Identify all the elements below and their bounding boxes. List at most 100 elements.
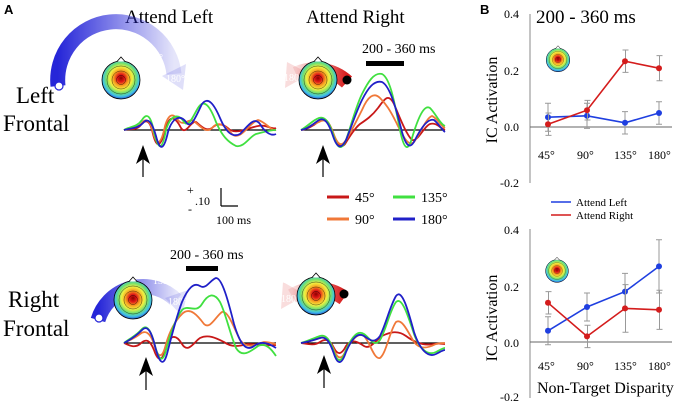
legend-label-attend-left: Attend Left [576, 197, 627, 209]
angle-label-135-r: 135° [285, 54, 304, 65]
angle-label-45-b: 45° [84, 276, 98, 287]
window-bar-bottom [186, 266, 218, 271]
row-label-frontal-2: Frontal [3, 316, 69, 341]
angle-label-90-r: 90° [307, 42, 321, 53]
erp-trace-180 [123, 277, 277, 363]
x-tick-label: 45° [538, 359, 555, 373]
erp-trace-180 [300, 293, 446, 363]
legend-label-attend-right: Attend Right [576, 210, 633, 222]
angle-label-45: 45° [73, 53, 87, 64]
erp-waveforms-top-left [123, 99, 277, 148]
angle-label-135: 135° [144, 53, 163, 64]
x-axis-title: Non-Target Disparity [537, 380, 674, 397]
row-label-frontal: Frontal [3, 111, 69, 136]
erp-waveforms-bottom-left [123, 277, 277, 363]
angle-label-180-b: 180° [168, 297, 187, 308]
y-tick-label: 0.0 [504, 120, 519, 134]
x-tick-label: 180° [648, 359, 671, 373]
data-point-attend-left [584, 304, 590, 310]
angle-label-135-b: 135° [153, 276, 172, 287]
data-point-attend-right [545, 121, 551, 128]
chart-b-legend: Attend Left Attend Right [551, 197, 633, 222]
data-point-attend-right [656, 65, 662, 72]
column-title-attend-right: Attend Right [306, 7, 405, 28]
attend-left-arc-top: 90° 135° 45° 180° [50, 14, 186, 91]
series-line-attend-right [547, 302, 660, 338]
stimulus-arrow [317, 355, 331, 388]
ic-activation-chart-top: 0.4 0.2 0.0 -0.2 45° 90° 135° 180° IC Ac… [484, 7, 672, 190]
y-tick-label: -0.2 [500, 176, 519, 190]
erp-legend: 45° 135° 90° 180° [327, 191, 448, 228]
angle-label-180-r: 180° [284, 73, 303, 84]
stimulus-arrow [139, 357, 153, 390]
angle-label-180: 180° [166, 74, 185, 85]
data-point-attend-right [656, 306, 662, 313]
data-point-attend-right [584, 107, 590, 114]
scale-minus: - [188, 202, 192, 216]
angle-label-90: 90° [107, 43, 121, 54]
window-bar-top [366, 61, 404, 66]
x-tick-label: 180° [648, 148, 671, 162]
erp-trace-135 [300, 72, 446, 148]
erp-legend-label-90: 90° [355, 213, 375, 228]
erp-legend-label-45: 45° [355, 191, 375, 206]
angle-label-135-br: 135° [282, 275, 301, 286]
data-point-attend-right [622, 305, 628, 312]
erp-legend-label-135: 135° [421, 191, 448, 206]
scalp-map-head [545, 256, 569, 283]
row-label-left: Left [16, 83, 55, 108]
data-point-attend-left [622, 119, 628, 126]
scale-time: 100 ms [216, 213, 251, 227]
scalp-map-head [101, 56, 141, 100]
angle-label-90-b: 90° [118, 266, 132, 277]
data-point-attend-left [656, 263, 662, 270]
y-tick-label: 0.0 [504, 336, 519, 350]
scale-bar: + - .10 100 ms [187, 183, 251, 227]
angle-label-180-br: 180° [281, 294, 300, 305]
data-point-attend-left [656, 110, 662, 116]
scale-amplitude: .10 [195, 194, 210, 208]
scale-plus: + [187, 183, 194, 197]
angle-label-90-br: 90° [304, 263, 318, 274]
erp-waveforms-bottom-right [300, 293, 446, 363]
angle-label-45-r: 45° [327, 54, 341, 65]
y-tick-label: 0.2 [504, 64, 519, 78]
erp-trace-45 [300, 97, 446, 147]
chart-b-title: 200 - 360 ms [536, 7, 636, 28]
data-point-attend-right [545, 299, 551, 306]
y-axis-title: IC Activation [484, 57, 501, 144]
erp-trace-180 [123, 99, 277, 148]
angle-label-45-br: 45° [322, 275, 336, 286]
window-label-bottom: 200 - 360 ms [170, 248, 244, 263]
ic-activation-chart-bottom: 0.4 0.2 0.0 -0.2 45° 90° 135° 180° IC Ac… [484, 223, 674, 404]
scalp-map-head [545, 45, 571, 73]
row-label-right: Right [8, 287, 60, 312]
erp-legend-label-180: 180° [421, 213, 448, 228]
y-tick-label: 0.4 [504, 7, 519, 21]
y-axis-title: IC Activation [484, 275, 501, 362]
y-tick-label: 0.4 [504, 223, 519, 237]
y-tick-label: -0.2 [500, 390, 519, 404]
y-tick-label: 0.2 [504, 280, 519, 294]
erp-trace-90 [123, 114, 277, 143]
stimulus-arrow [316, 145, 330, 177]
erp-trace-180 [300, 80, 446, 148]
data-point-attend-right [622, 58, 628, 65]
x-tick-label: 135° [614, 359, 637, 373]
erp-trace-135 [123, 102, 277, 148]
x-tick-label: 90° [577, 148, 594, 162]
erp-waveforms-top-right [300, 72, 446, 148]
erp-trace-45 [300, 331, 446, 354]
panel-letter-b: B [480, 2, 489, 17]
x-tick-label: 90° [577, 359, 594, 373]
panel-letter-a: A [4, 2, 14, 17]
window-label-top: 200 - 360 ms [362, 42, 436, 57]
stimulus-arrow [136, 145, 150, 177]
series-line-attend-right [547, 60, 660, 125]
data-point-attend-right [584, 333, 590, 340]
x-tick-label: 135° [614, 148, 637, 162]
x-tick-label: 45° [538, 148, 555, 162]
erp-trace-90 [123, 310, 277, 357]
data-point-attend-left [545, 327, 551, 334]
